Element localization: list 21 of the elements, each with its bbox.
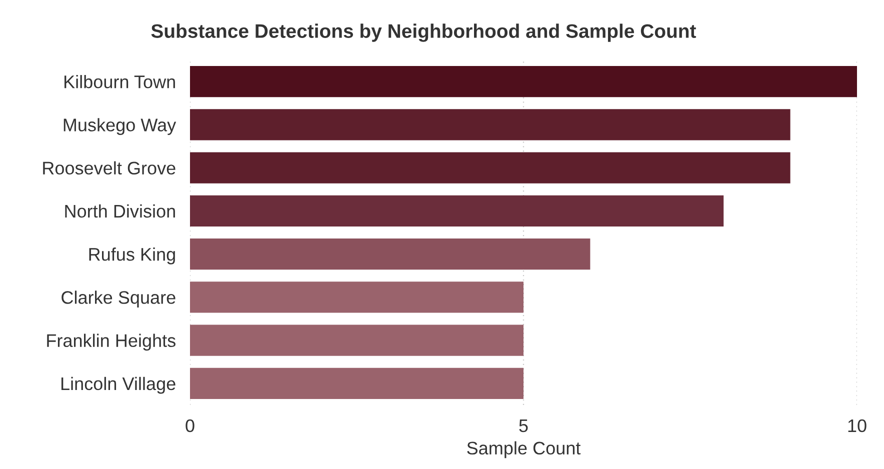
y-tick-label: Kilbourn Town: [64, 75, 175, 88]
bar: [190, 195, 724, 226]
bar: [190, 66, 857, 98]
y-tick-label: Lincoln Village: [61, 376, 176, 394]
y-tick-label: Franklin Heights: [47, 334, 176, 351]
x-tick-label: 10: [848, 419, 866, 432]
x-axis-title: Sample Count: [467, 441, 581, 458]
y-tick-label: Muskego Way: [64, 118, 176, 135]
x-tick-label: 0: [186, 419, 194, 432]
y-tick-label: Roosevelt Grove: [43, 161, 176, 175]
bar: [190, 152, 790, 184]
bar: [190, 282, 524, 313]
y-tick-label: Clarke Square: [62, 290, 176, 308]
bar: [190, 109, 790, 140]
bar: [190, 324, 524, 356]
bar: [190, 238, 590, 270]
x-tick-label: 5: [519, 420, 528, 432]
bar: [190, 368, 524, 399]
y-tick-label: Rufus King: [89, 248, 175, 264]
y-tick-label: North Division: [65, 204, 175, 218]
chart-title: Substance Detections by Neighborhood and Sample Count: [151, 24, 696, 42]
